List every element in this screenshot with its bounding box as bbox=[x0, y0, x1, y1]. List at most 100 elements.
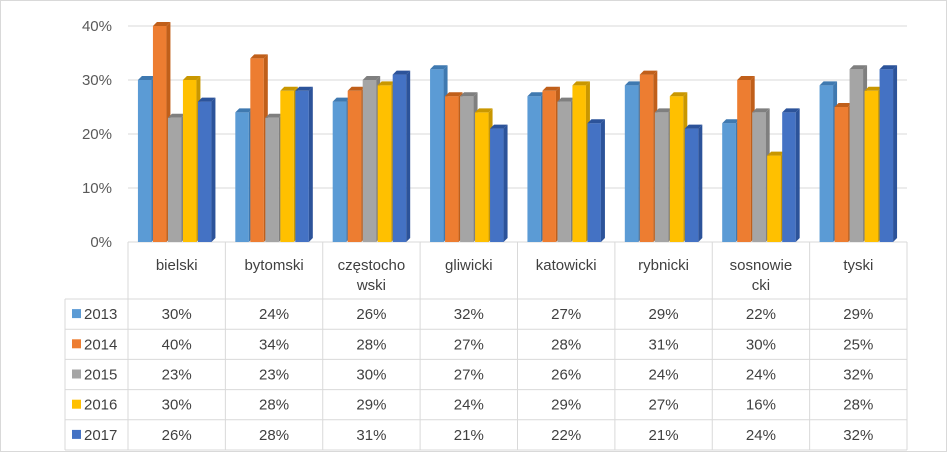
table-cell-value: 28% bbox=[551, 336, 581, 353]
bar bbox=[684, 124, 703, 242]
bar bbox=[392, 70, 411, 242]
bar bbox=[460, 92, 478, 242]
bar-front bbox=[557, 101, 571, 242]
table-cell-value: 40% bbox=[162, 336, 192, 353]
category-label: bytomski bbox=[244, 257, 303, 274]
bar-side bbox=[795, 108, 800, 243]
bar-top bbox=[265, 113, 283, 118]
bar bbox=[377, 81, 396, 243]
table-cell-value: 34% bbox=[259, 336, 289, 353]
bar-top bbox=[430, 65, 448, 70]
bar-top bbox=[834, 103, 853, 107]
bar bbox=[182, 76, 201, 242]
bar-top bbox=[377, 81, 396, 86]
bar bbox=[819, 81, 838, 243]
bar-top bbox=[752, 108, 770, 113]
bar-front bbox=[197, 101, 212, 242]
bar-top bbox=[542, 86, 560, 91]
bar-top bbox=[527, 92, 545, 97]
bar bbox=[167, 113, 186, 242]
bar-front bbox=[669, 96, 684, 242]
table-cell-value: 21% bbox=[454, 427, 484, 444]
table-cell-value: 31% bbox=[356, 427, 386, 444]
y-axis-tick-labels: 0% 10% 20% 30% 40% bbox=[82, 18, 112, 251]
bar-front bbox=[722, 123, 736, 242]
bar-side bbox=[308, 86, 313, 242]
bar bbox=[767, 151, 785, 242]
bar-top bbox=[490, 124, 508, 129]
bar-front bbox=[362, 80, 377, 242]
bar bbox=[557, 97, 575, 242]
bar-top bbox=[197, 97, 216, 102]
table-cell-value: 23% bbox=[162, 367, 192, 384]
bar bbox=[235, 108, 253, 243]
bar bbox=[295, 86, 313, 242]
table-cell-value: 32% bbox=[454, 306, 484, 323]
table-cell-value: 29% bbox=[551, 397, 581, 414]
category-label: gliwicki bbox=[445, 257, 493, 274]
bar bbox=[849, 65, 868, 242]
bar-front bbox=[572, 85, 586, 243]
table-cell-value: 28% bbox=[259, 397, 289, 414]
bar-top bbox=[737, 76, 755, 80]
table-cell-value: 16% bbox=[746, 397, 776, 414]
bar-front bbox=[752, 112, 766, 243]
bar bbox=[197, 97, 216, 242]
data-table: bielski bytomski częstocho wski gliwicki kato… bbox=[64, 242, 908, 451]
bar bbox=[475, 108, 493, 243]
legend-label: 2016 bbox=[84, 397, 117, 414]
table-cell-value: 32% bbox=[843, 427, 873, 444]
table-cell-value: 32% bbox=[843, 367, 873, 384]
bar-front bbox=[879, 69, 894, 242]
bar-front bbox=[235, 112, 249, 243]
table-cell-value: 27% bbox=[551, 306, 581, 323]
table-cell-value: 30% bbox=[746, 336, 776, 353]
category-label: tyski bbox=[843, 257, 873, 274]
table-cell-value: 27% bbox=[454, 336, 484, 353]
bar-top bbox=[250, 54, 268, 59]
bar bbox=[265, 113, 283, 242]
bar bbox=[654, 108, 673, 243]
bar-front bbox=[639, 74, 654, 242]
y-tick-label: 30% bbox=[82, 72, 112, 89]
bar-top bbox=[572, 81, 590, 86]
bar-side bbox=[893, 65, 898, 242]
table-cell-value: 29% bbox=[843, 306, 873, 323]
bar-top bbox=[864, 86, 883, 91]
bar-front bbox=[445, 96, 459, 242]
bar bbox=[332, 97, 351, 242]
bar bbox=[542, 86, 560, 242]
category-label: cki bbox=[752, 277, 770, 294]
bar bbox=[752, 108, 770, 243]
legend-key bbox=[72, 429, 81, 439]
bar-top bbox=[819, 81, 838, 86]
bar-front bbox=[542, 90, 556, 242]
table-cell-value: 31% bbox=[649, 336, 679, 353]
bar-top bbox=[557, 97, 575, 102]
bar-front bbox=[182, 80, 197, 242]
bar-front bbox=[460, 96, 474, 242]
table-cell-value: 22% bbox=[551, 427, 581, 444]
bar-front bbox=[265, 117, 279, 242]
bar-front bbox=[767, 155, 781, 242]
bar-front bbox=[377, 85, 392, 243]
category-label: sosnowie bbox=[730, 257, 793, 274]
y-tick-label: 40% bbox=[82, 18, 112, 35]
table-cell-value: 24% bbox=[746, 427, 776, 444]
bar-top bbox=[669, 92, 688, 97]
table-cell-value: 24% bbox=[454, 397, 484, 414]
bar-side bbox=[211, 97, 216, 242]
legend-key bbox=[72, 339, 81, 349]
bar bbox=[430, 65, 448, 242]
bar bbox=[152, 22, 171, 242]
table-cell-value: 29% bbox=[649, 306, 679, 323]
bar bbox=[669, 92, 688, 242]
bar-front bbox=[849, 69, 864, 242]
table-cell-value: 26% bbox=[162, 427, 192, 444]
table-cell-value: 30% bbox=[162, 306, 192, 323]
table-cell-value: 26% bbox=[356, 306, 386, 323]
table-cell-value: 24% bbox=[649, 367, 679, 384]
table-cell-value: 29% bbox=[356, 397, 386, 414]
table-cell-value: 21% bbox=[649, 427, 679, 444]
